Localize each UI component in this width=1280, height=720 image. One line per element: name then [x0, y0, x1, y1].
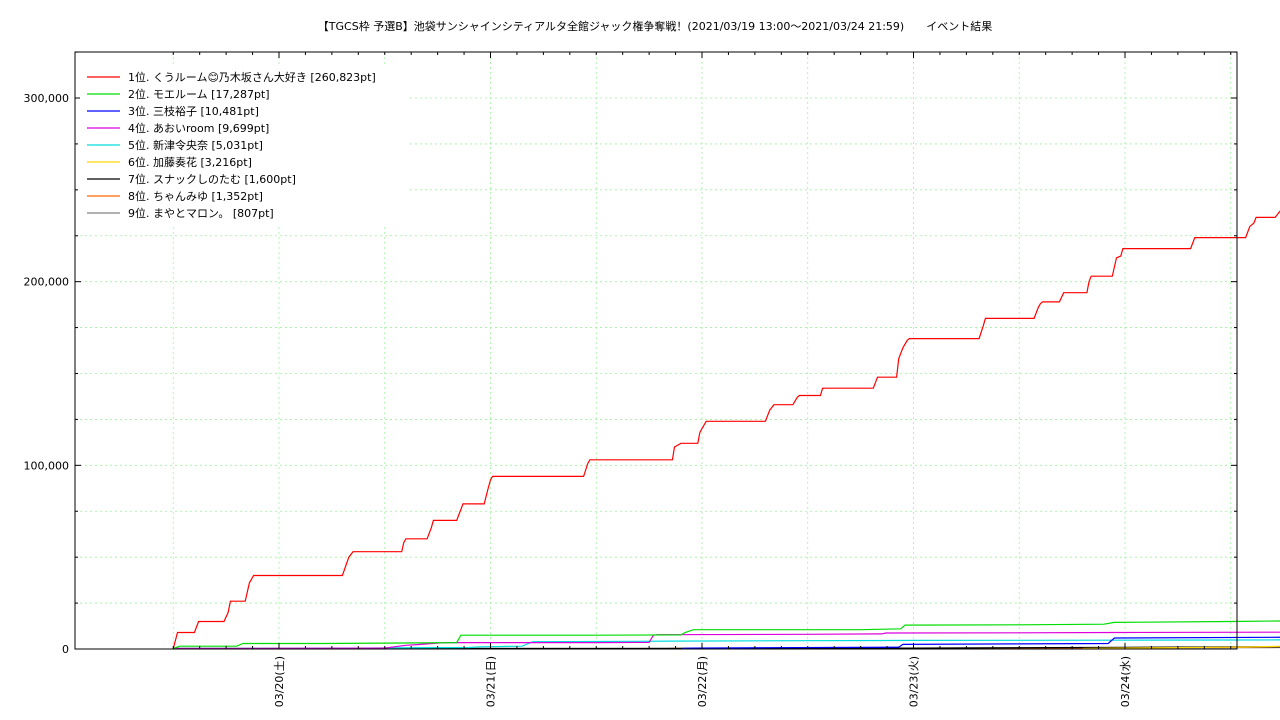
legend-entry: 1位. くうルーム😊乃木坂さん大好き [260,823pt]: [128, 70, 376, 84]
series-line: [1082, 645, 1280, 650]
series-line: [173, 639, 1280, 650]
x-axis: 03/20(土) 03/21(日) 03/22(月) 03/23(火) 03/24(水)…: [172, 52, 1232, 707]
y-tick-label: 200,000: [24, 276, 70, 289]
legend-entry: 3位. 三枝裕子 [10,481pt]: [128, 104, 259, 118]
legend-entry: 2位. モエルーム [17,287pt]: [128, 87, 270, 101]
x-tick-label: 03/24(水): [1119, 656, 1132, 707]
y-tick-label: 300,000: [24, 92, 70, 105]
legend-entry: 4位. あおいroom [9,699pt]: [128, 121, 269, 135]
series-line: [173, 620, 1280, 650]
legend: 1位. くうルーム😊乃木坂さん大好き [260,823pt] 2位. モエルーム …: [80, 66, 410, 226]
series-line: [172, 210, 1280, 649]
series-lines: [172, 210, 1280, 650]
y-axis: 0 100,000 200,000 300,000: [24, 51, 1237, 656]
legend-background: [80, 66, 410, 226]
y-tick-label: 100,000: [24, 459, 70, 472]
legend-entry: 7位. スナックしのたむ [1,600pt]: [128, 172, 296, 186]
y-tick-label: 0: [62, 643, 69, 656]
x-tick-label: 03/21(日): [485, 656, 498, 707]
legend-entry: 6位. 加藤奏花 [3,216pt]: [128, 155, 252, 169]
chart-title: 【TGCS枠 予選B】池袋サンシャインシティアルタ全館ジャック権争奪戦！(202…: [318, 19, 992, 33]
legend-entry: 8位. ちゃんみゆ [1,352pt]: [128, 189, 263, 203]
x-tick-label: 03/20(土): [273, 656, 286, 707]
series-line: [680, 636, 1280, 650]
legend-entry: 5位. 新津令央奈 [5,031pt]: [128, 138, 263, 152]
legend-entry: 9位. まやとマロン。 [807pt]: [128, 206, 274, 220]
x-tick-label: 03/22(月): [696, 656, 709, 707]
plot-frame: [74, 51, 1238, 650]
x-tick-label: 03/23(火): [908, 656, 921, 707]
